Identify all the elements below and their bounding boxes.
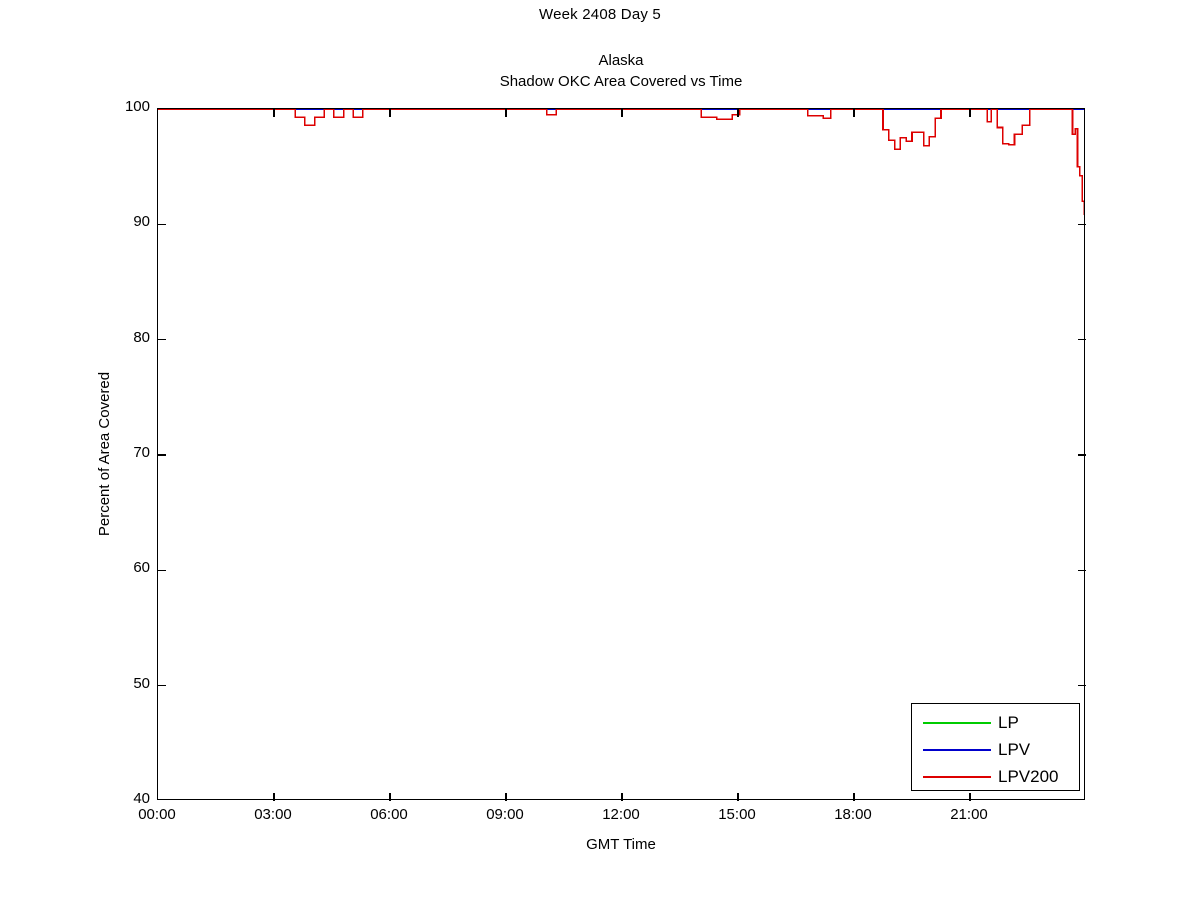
y-tick-left: [158, 569, 166, 572]
series-line-lpv200: [158, 109, 1084, 215]
y-tick-left: [158, 223, 166, 226]
chart-title: Alaska Shadow OKC Area Covered vs Time: [157, 50, 1085, 92]
x-tick-label: 09:00: [486, 806, 524, 823]
y-tick-right: [1078, 454, 1086, 456]
x-axis-label: GMT Time: [586, 836, 656, 853]
legend-swatch-lpv200: [923, 776, 991, 778]
chart-title-region: Alaska: [598, 52, 644, 69]
legend-item-lp[interactable]: LP: [912, 709, 1079, 737]
legend-swatch-lp: [923, 722, 991, 724]
plot-inner: [158, 109, 1084, 799]
y-tick-label: 80: [133, 328, 150, 346]
x-tick-bottom: [389, 793, 391, 801]
x-tick-bottom: [853, 793, 855, 801]
y-axis-label: Percent of Area Covered: [96, 371, 113, 537]
y-tick-right: [1078, 338, 1086, 341]
data-traces: [158, 109, 1084, 215]
y-tick-left: [158, 454, 166, 456]
x-tick-bottom: [273, 793, 275, 801]
x-tick-top: [505, 109, 507, 117]
x-tick-bottom: [505, 793, 507, 801]
x-tick-label: 21:00: [950, 806, 988, 823]
x-tick-bottom: [969, 793, 971, 801]
y-tick-label: 40: [133, 790, 150, 807]
super-title: Week 2408 Day 5: [539, 6, 661, 23]
y-tick-left: [158, 684, 166, 687]
legend-label: LPV200: [998, 767, 1059, 786]
x-tick-top: [273, 109, 275, 117]
y-tick-label: 70: [133, 444, 150, 461]
y-tick-label: 90: [133, 213, 150, 231]
legend-item-lpv[interactable]: LPV: [912, 736, 1079, 764]
x-tick-label: 00:00: [138, 806, 176, 823]
legend: LP LPV LPV200: [911, 703, 1080, 791]
x-tick-label: 03:00: [254, 806, 292, 823]
x-tick-bottom: [621, 793, 623, 801]
y-tick-left: [158, 338, 166, 341]
x-tick-bottom: [737, 793, 739, 801]
x-tick-top: [737, 109, 739, 117]
y-tick-right: [1078, 569, 1086, 572]
y-tick-label: 60: [133, 559, 150, 577]
x-tick-label: 15:00: [718, 806, 756, 823]
legend-label: LPV: [998, 740, 1031, 759]
y-tick-right: [1078, 684, 1086, 687]
y-tick-right: [1078, 223, 1086, 226]
legend-label: LP: [998, 713, 1019, 732]
x-tick-top: [969, 109, 971, 117]
legend-item-lpv200[interactable]: LPV200: [912, 763, 1079, 791]
y-tick-labels: 40 50 60 70 80 90 100: [88, 0, 150, 900]
y-tick-label: 100: [124, 98, 150, 115]
x-tick-label: 18:00: [834, 806, 872, 823]
plot-area: [157, 108, 1086, 801]
legend-swatch-lpv: [923, 749, 991, 751]
y-tick-label: 50: [133, 674, 150, 692]
x-tick-top: [621, 109, 623, 117]
chart-title-subject: Shadow OKC Area Covered vs Time: [499, 73, 743, 90]
x-tick-label: 12:00: [602, 806, 640, 823]
x-tick-top: [853, 109, 855, 117]
x-tick-label: 06:00: [370, 806, 408, 823]
x-tick-top: [389, 109, 391, 117]
